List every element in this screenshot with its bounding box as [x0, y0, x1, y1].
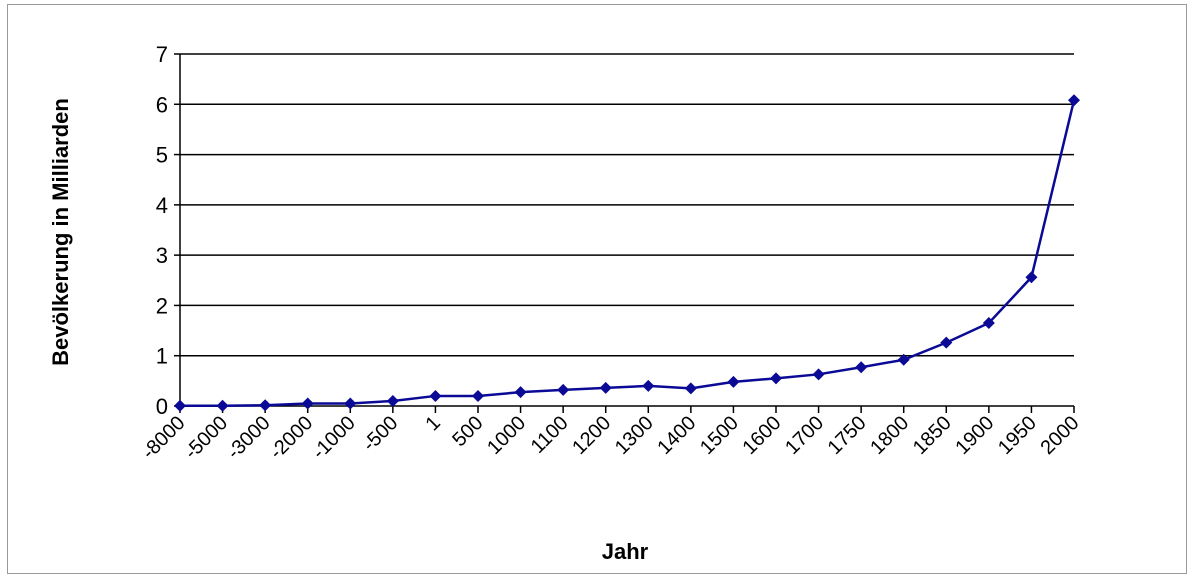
- data-point--8000: [174, 399, 186, 412]
- x-tick-label: -2000: [266, 412, 318, 464]
- data-point-1750: [855, 361, 868, 374]
- data-point-1600: [770, 372, 782, 385]
- series-group: [174, 94, 1080, 412]
- x-tick-label: -8000: [138, 412, 190, 464]
- x-tick-label: 1750: [824, 412, 871, 459]
- x-tick-label: 1700: [781, 412, 828, 459]
- data-point--3000: [259, 399, 272, 412]
- x-tick-label: 1000: [483, 412, 530, 459]
- y-tick-label: 3: [156, 243, 168, 268]
- x-tick-label: 1500: [696, 412, 743, 459]
- x-tick-label: -1000: [308, 412, 360, 464]
- x-tick-label: 1400: [653, 412, 700, 459]
- y-tick-label: 0: [156, 394, 168, 419]
- x-tick-label: 2000: [1037, 412, 1084, 459]
- data-point-1000: [514, 386, 527, 399]
- data-point-500: [472, 389, 484, 402]
- x-tick-label: 500: [448, 412, 487, 451]
- data-point-1900: [982, 317, 995, 330]
- data-point-1100: [557, 383, 570, 396]
- data-point--2000: [301, 397, 314, 410]
- x-axis-title: Jahr: [602, 539, 649, 564]
- x-tick-label: 1200: [568, 412, 615, 459]
- data-point-1950: [1025, 271, 1038, 284]
- y-tick-label: 6: [156, 92, 168, 117]
- x-tick-label: -3000: [223, 412, 275, 464]
- data-point-1500: [727, 375, 740, 388]
- x-tick-label: 1: [422, 412, 445, 435]
- data-point-1850: [940, 336, 953, 349]
- data-point--1000: [344, 397, 357, 410]
- x-tick-label: 1800: [866, 412, 913, 459]
- data-point-1800: [897, 353, 910, 366]
- data-point-1: [429, 389, 442, 402]
- grid-lines: [180, 53, 1074, 357]
- data-point--500: [386, 394, 399, 407]
- y-axis-title: Bevölkerung in Milliarden: [48, 98, 73, 366]
- x-tick-label: 1950: [994, 412, 1041, 459]
- data-point-1400: [684, 382, 697, 395]
- chart-frame: [7, 4, 1187, 574]
- x-tick-label: -5000: [180, 412, 232, 464]
- data-point-1700: [812, 368, 825, 381]
- y-tick-label: 7: [156, 42, 168, 67]
- data-point--5000: [216, 399, 229, 412]
- y-tick-label: 4: [156, 193, 168, 218]
- data-point-1200: [599, 381, 612, 394]
- x-tick-label: 1850: [909, 412, 956, 459]
- x-tick-labels: -8000-5000-3000-2000-1000-500 1 5001000110…: [138, 412, 1084, 464]
- y-tick-labels: 0 1 2 3 4 5 6 7: [156, 42, 168, 419]
- y-tick-label: 1: [156, 344, 168, 369]
- series-line: [180, 99, 1076, 407]
- y-tick-label: 2: [156, 293, 168, 318]
- data-point-1300: [642, 379, 655, 392]
- x-tick-label: 1900: [951, 412, 998, 459]
- axes: [174, 53, 1075, 413]
- x-tick-label: 1600: [739, 412, 786, 459]
- y-tick-label: 5: [156, 143, 168, 168]
- x-tick-label: 1100: [527, 412, 573, 458]
- x-tick-label: 1300: [611, 412, 658, 459]
- x-tick-label: -500: [359, 412, 403, 456]
- data-point-2000: [1068, 94, 1080, 107]
